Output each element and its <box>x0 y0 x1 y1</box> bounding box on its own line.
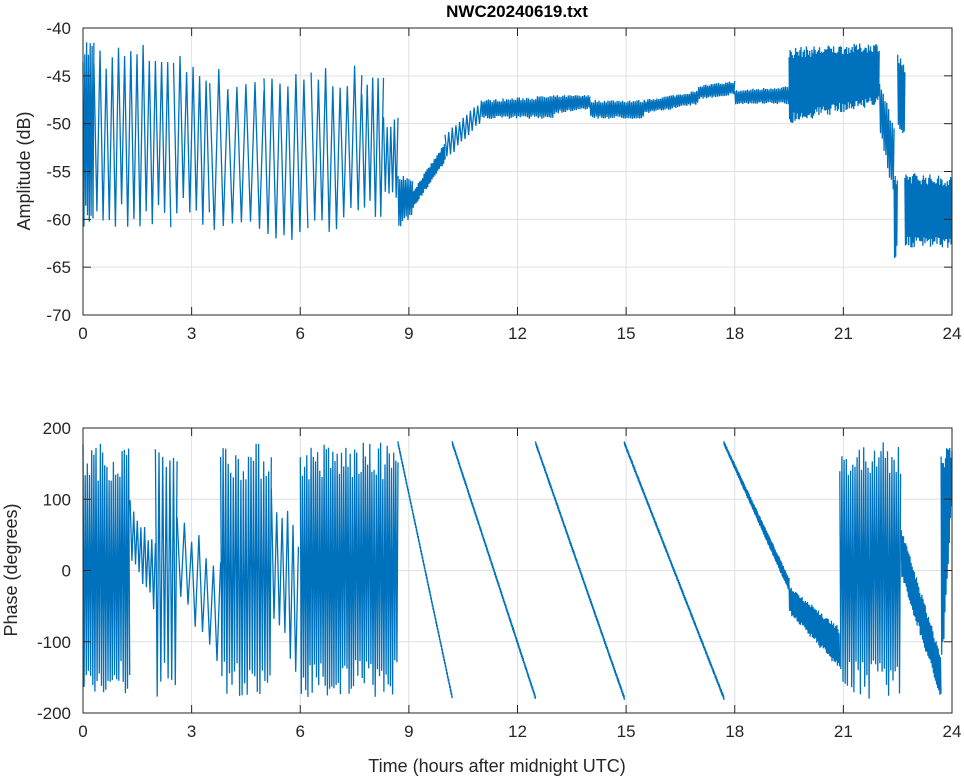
phase-trace-segment <box>839 442 902 699</box>
x-tick-label: 0 <box>78 324 87 343</box>
amplitude-trace-segment <box>361 77 385 217</box>
phase-trace-segment <box>219 443 272 696</box>
amplitude-trace-segment <box>893 175 898 259</box>
amplitude-trace-segment <box>382 117 399 198</box>
x-tick-label: 9 <box>404 722 413 741</box>
amplitude-trace-segment <box>553 95 591 114</box>
amplitude-trace-segment <box>897 54 906 134</box>
amplitude-trace-segment <box>878 83 895 190</box>
phase-trace-segment <box>940 447 953 655</box>
x-tick-label: 24 <box>943 324 962 343</box>
amplitude-trace-segment <box>904 173 953 248</box>
y-tick-label: 200 <box>43 419 71 438</box>
amplitude-trace-segment <box>310 65 363 232</box>
x-tick-label: 3 <box>187 324 196 343</box>
x-tick-label: 21 <box>834 324 853 343</box>
amplitude-trace-segment <box>444 102 482 157</box>
y-tick-label: -65 <box>46 258 71 277</box>
y-tick-label: -45 <box>46 67 71 86</box>
amplitude-axes: 0 3 6 9 12 15 18 21 24 -40 -45 -50 -55 -60 -65 -70 <box>46 19 961 343</box>
phase-trace-segment <box>534 441 625 700</box>
x-axis-label: Time (hours after midnight UTC) <box>368 756 625 776</box>
y-tick-label: 0 <box>62 562 71 581</box>
amplitude-trace-segment <box>734 86 790 105</box>
amplitude-trace-segment <box>788 43 880 123</box>
x-tick-label: 12 <box>508 324 527 343</box>
amplitude-trace-segment <box>697 80 736 99</box>
y-tick-label: -200 <box>37 704 71 723</box>
phase-trace-segment <box>270 488 300 672</box>
phase-y-label: Phase (degrees) <box>1 503 21 636</box>
amplitude-trace-segment <box>643 90 700 114</box>
y-tick-label: -70 <box>46 306 71 325</box>
amplitude-trace-segment <box>263 74 309 240</box>
x-tick-label: 3 <box>187 722 196 741</box>
y-tick-label: -100 <box>37 633 71 652</box>
amplitude-trace-segment <box>589 99 645 119</box>
amplitude-trace-segment <box>172 55 211 225</box>
phase-trace-segment <box>900 530 942 695</box>
chart-title: NWC20240619.txt <box>446 2 588 21</box>
phase-trace-segment <box>154 449 178 697</box>
y-tick-label: -40 <box>46 19 71 38</box>
phase-axes: 0 3 6 9 12 15 18 21 24 200 100 0 -100 -200 <box>37 419 961 741</box>
phase-trace-segment <box>129 500 157 610</box>
amplitude-trace-segment <box>93 44 172 228</box>
phase-trace-segment <box>451 441 537 699</box>
x-tick-label: 6 <box>296 324 305 343</box>
phase-trace-segment <box>397 441 453 699</box>
x-tick-label: 18 <box>725 722 744 741</box>
x-tick-label: 24 <box>943 722 962 741</box>
amplitude-y-label: Amplitude (dB) <box>14 111 34 230</box>
phase-trace-segment <box>623 441 725 701</box>
x-tick-label: 9 <box>404 324 413 343</box>
x-tick-label: 12 <box>508 722 527 741</box>
phase-trace-segment <box>723 441 790 590</box>
phase-trace-segment <box>299 442 399 697</box>
x-tick-label: 15 <box>617 722 636 741</box>
y-tick-label: -55 <box>46 163 71 182</box>
x-tick-label: 21 <box>834 722 853 741</box>
x-tick-label: 15 <box>617 324 636 343</box>
phase-trace-segment <box>176 516 222 662</box>
y-tick-label: -50 <box>46 115 71 134</box>
x-tick-label: 18 <box>725 324 744 343</box>
x-tick-label: 6 <box>296 722 305 741</box>
amplitude-trace-segment <box>480 95 555 119</box>
y-tick-label: 100 <box>43 490 71 509</box>
amplitude-trace-segment <box>397 175 414 227</box>
amplitude-trace-segment <box>209 68 265 230</box>
amplitude-trace-segment <box>82 42 95 227</box>
phase-trace-segment <box>788 585 841 667</box>
x-tick-label: 0 <box>78 722 87 741</box>
y-tick-label: -60 <box>46 210 71 229</box>
phase-trace-segment <box>82 443 131 694</box>
amplitude-trace-segment <box>411 144 446 208</box>
